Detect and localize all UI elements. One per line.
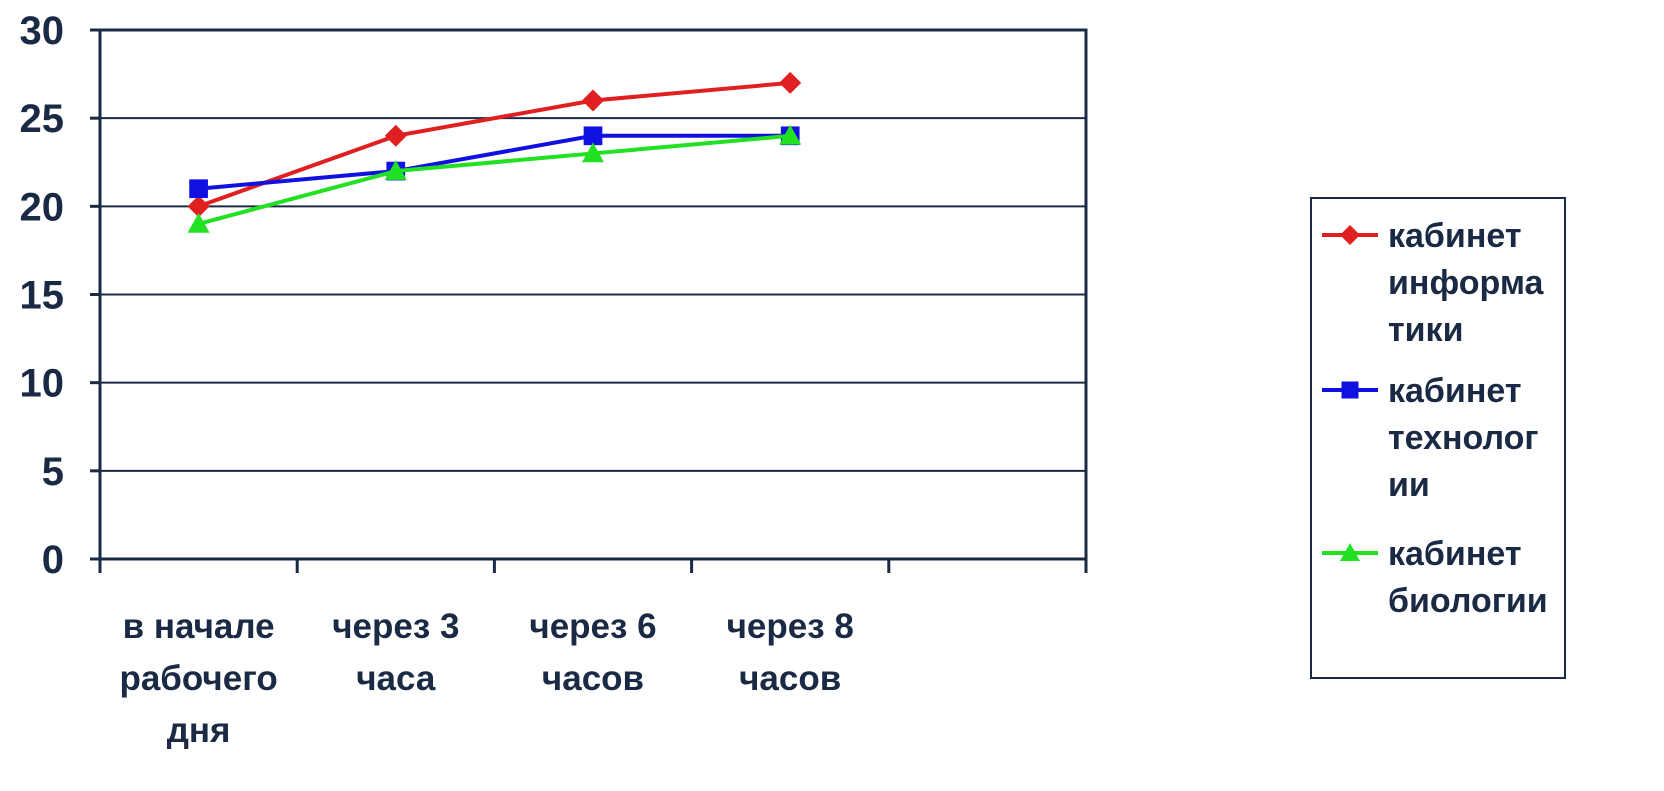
data-point-diamond	[779, 71, 802, 94]
data-point-diamond	[187, 195, 210, 218]
y-tick-label: 30	[20, 9, 65, 53]
y-tick-label: 10	[20, 362, 65, 406]
x-tick-label: через 6 часов	[529, 607, 656, 698]
data-point-triangle	[779, 124, 802, 145]
x-tick-label: через 3 часа	[332, 607, 459, 698]
legend-label: кабинет технолог ии	[1388, 372, 1539, 504]
series-2	[187, 124, 802, 233]
data-point-triangle	[187, 212, 210, 233]
y-tick-label: 20	[20, 185, 65, 229]
x-axis-tick-labels: в начале рабочего дня через 3 часа через 6 час…	[119, 607, 853, 750]
series-lines	[187, 71, 802, 233]
y-tick-label: 5	[42, 450, 64, 494]
legend-swatch-marker	[1340, 225, 1360, 245]
data-point-diamond	[582, 89, 604, 112]
y-axis-tick-labels: 0 5 10 15 20 25 30	[20, 9, 65, 582]
series-0	[187, 71, 802, 218]
legend: кабинет информа тики кабинет технолог ии кабин…	[1310, 197, 1566, 679]
data-point-square	[189, 179, 208, 199]
series-line	[198, 133, 791, 191]
legend-entry-2: кабинет биологии	[1322, 535, 1548, 620]
legend-swatch-marker	[1340, 543, 1360, 561]
y-tick-label: 0	[42, 538, 64, 582]
legend-label: кабинет биологии	[1388, 535, 1548, 620]
data-point-diamond	[384, 124, 407, 147]
data-point-triangle	[582, 142, 604, 163]
legend-box	[1310, 197, 1566, 679]
legend-entry-0: кабинет информа тики	[1322, 217, 1545, 349]
data-point-triangle	[384, 160, 407, 180]
series-line	[198, 133, 791, 226]
legend-swatch-marker	[1341, 381, 1359, 399]
y-tick-label: 25	[20, 97, 65, 141]
legend-label: кабинет информа тики	[1388, 217, 1545, 349]
series-line	[197, 80, 791, 209]
x-tick-label: через 8 часов	[727, 607, 854, 698]
legend-entry-1: кабинет технолог ии	[1322, 372, 1539, 504]
x-tick-label: в начале рабочего дня	[119, 607, 277, 750]
y-tick-label: 15	[20, 274, 65, 318]
plot-area	[90, 28, 1088, 573]
data-point-square	[583, 126, 603, 146]
